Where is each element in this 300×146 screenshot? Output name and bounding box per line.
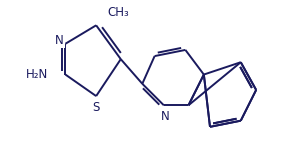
- Text: N: N: [161, 110, 170, 123]
- Text: H₂N: H₂N: [26, 68, 49, 81]
- Text: S: S: [92, 101, 100, 114]
- Text: CH₃: CH₃: [107, 6, 129, 19]
- Text: N: N: [55, 34, 64, 47]
